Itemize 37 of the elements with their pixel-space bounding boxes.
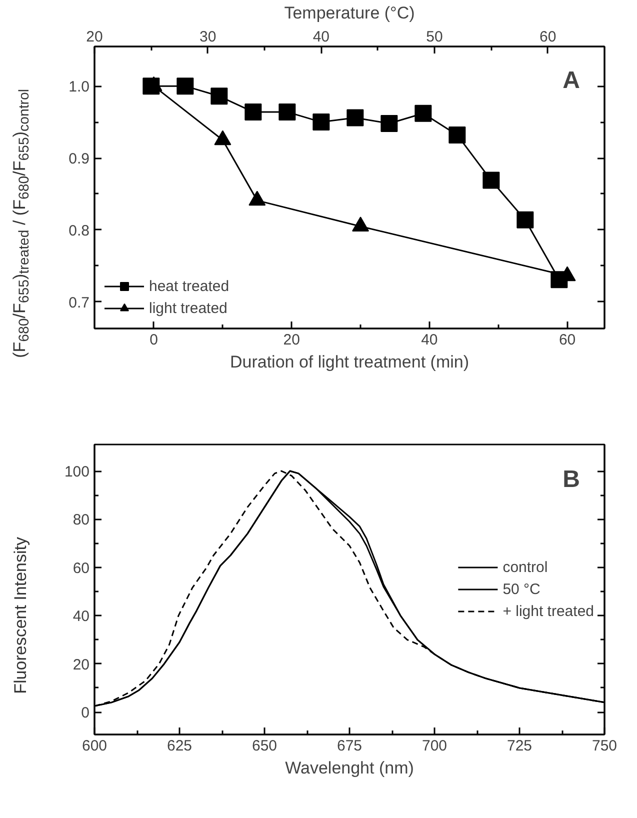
x-tick-label: 750 xyxy=(592,738,618,754)
y-tick-label: 80 xyxy=(72,512,90,529)
y-axis-title: Fluorescent Intensity xyxy=(10,537,31,694)
y-tick-label: 0.8 xyxy=(68,222,90,240)
x2-tick-label: 40 xyxy=(312,28,330,46)
x-tick-label: 60 xyxy=(558,332,576,348)
legend-label: heat treated xyxy=(149,278,230,294)
y-tick-label: 0.7 xyxy=(68,294,90,312)
x-tick-label: 40 xyxy=(421,332,438,348)
x2-tick-label: 30 xyxy=(199,28,216,46)
x-tick-label: 725 xyxy=(506,738,532,754)
x-tick-label: 600 xyxy=(82,738,108,754)
x2-tick-label: 60 xyxy=(539,28,556,46)
y-tick-label: 100 xyxy=(64,464,90,481)
legend-label: light treated xyxy=(149,300,228,316)
y-tick-label: 0.9 xyxy=(68,150,90,168)
x-tick-label: 650 xyxy=(252,738,278,754)
x-tick-label: 0 xyxy=(150,332,158,348)
x-tick-label: 700 xyxy=(422,738,448,754)
x-tick-label: 675 xyxy=(336,738,362,754)
x2-tick-label: 50 xyxy=(426,28,443,46)
x2-axis-title: Temperature (°C) xyxy=(284,4,415,22)
y-tick-label: 0 xyxy=(81,704,90,722)
annotation: B xyxy=(562,466,580,493)
y-tick-label: 60 xyxy=(72,560,90,577)
x-axis-title: Wavelenght (nm) xyxy=(285,758,414,778)
x-axis-title: Duration of light treatment (min) xyxy=(230,352,470,372)
legend-label: + light treated xyxy=(502,602,594,620)
y-tick-label: 20 xyxy=(72,656,90,674)
annotation: A xyxy=(562,66,580,94)
x-tick-label: 625 xyxy=(166,738,192,754)
y-tick-label: 40 xyxy=(72,608,90,626)
x2-tick-label: 20 xyxy=(86,28,103,46)
y-tick-label: 1.0 xyxy=(68,78,90,96)
legend-label: control xyxy=(502,558,548,576)
x-tick-label: 20 xyxy=(283,332,300,348)
legend-label: 50 °C xyxy=(502,580,540,598)
